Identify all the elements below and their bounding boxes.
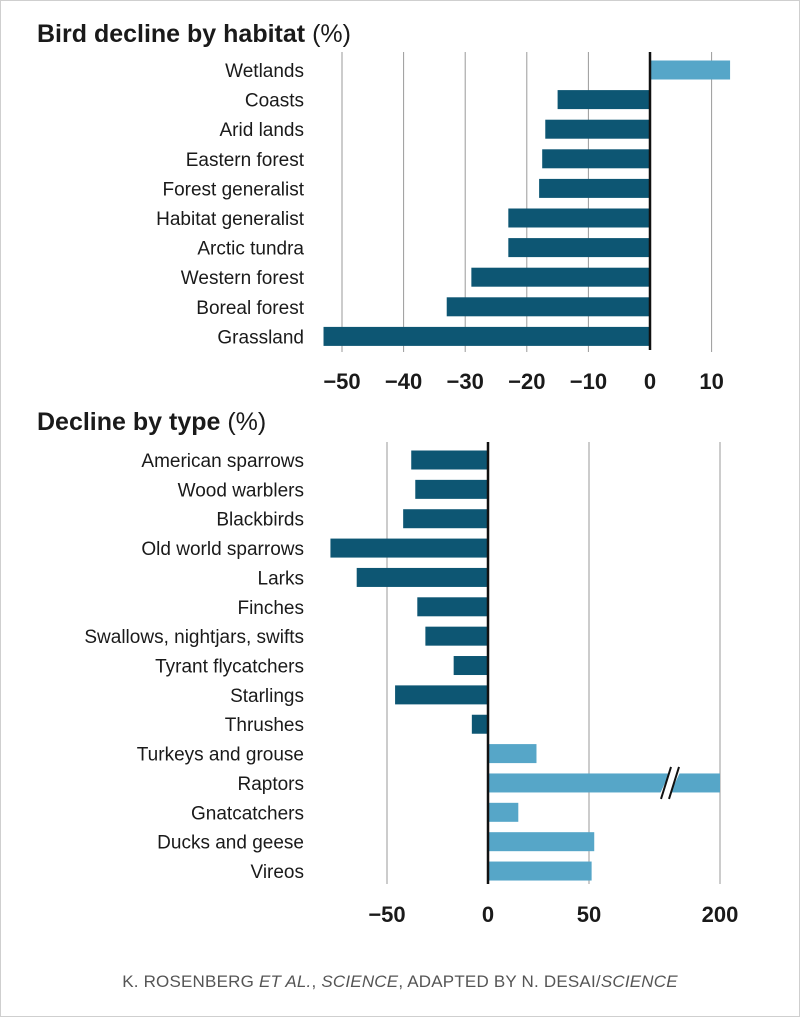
category-label-old-world-sparrows: Old world sparrows (141, 539, 304, 560)
bar-wetlands (650, 60, 731, 80)
bar-boreal-forest (446, 297, 650, 317)
chart-title-unit-2: (%) (227, 408, 266, 436)
axis-break-mark (660, 766, 672, 800)
x-tick-label: −20 (508, 369, 545, 394)
bar-ducks-and-geese (488, 832, 595, 852)
bar-blackbirds (403, 509, 488, 529)
x-tick-label: −50 (368, 902, 405, 927)
bar-western-forest (471, 267, 650, 287)
chart-canvas: Bird decline by habitat (%) Wetlands Coast… (37, 20, 739, 927)
category-label-arctic-tundra: Arctic tundra (197, 239, 304, 260)
category-label-western-forest: Western forest (181, 268, 305, 289)
credit-sep: , (311, 972, 322, 991)
source-credit: K. ROSENBERG ET AL., SCIENCE, ADAPTED BY… (0, 972, 800, 992)
category-label-raptors: Raptors (237, 774, 304, 795)
credit-adapter: , ADAPTED BY N. DESAI/ (398, 972, 601, 991)
x-tick-label: 200 (702, 902, 739, 927)
bar-gnatcatchers (488, 802, 519, 822)
category-label-tyrant-flycatchers: Tyrant flycatchers (155, 657, 304, 678)
x-tick-label: 0 (644, 369, 656, 394)
bar-finches (417, 597, 488, 617)
category-label-turkeys-and-grouse: Turkeys and grouse (137, 745, 304, 766)
bar-grassland (323, 326, 650, 346)
category-label-wood-warblers: Wood warblers (178, 480, 304, 501)
x-tick-label: −40 (385, 369, 422, 394)
chart-title-text-1: Bird decline by habitat (37, 20, 312, 48)
category-label-boreal-forest: Boreal forest (196, 298, 304, 319)
category-label-coasts: Coasts (245, 91, 304, 112)
category-label-larks: Larks (258, 568, 304, 589)
category-label-starlings: Starlings (230, 686, 304, 707)
credit-author: K. ROSENBERG (122, 972, 259, 991)
bar-wood-warblers (415, 479, 488, 499)
credit-journal: SCIENCE (321, 972, 399, 991)
category-label-forest-generalist: Forest generalist (162, 179, 304, 200)
x-tick-label: −30 (447, 369, 484, 394)
chart-title-1: Bird decline by habitat (%) (37, 20, 351, 48)
bar-tyrant-flycatchers (453, 656, 488, 676)
x-tick-label: −10 (570, 369, 607, 394)
chart-title-unit-1: (%) (312, 20, 351, 48)
bar-old-world-sparrows (330, 538, 488, 558)
category-label-vireos: Vireos (250, 862, 304, 883)
bar-starlings (395, 685, 488, 705)
bar-coasts (557, 90, 650, 110)
chart-title-text-2: Decline by type (37, 408, 227, 436)
bar-turkeys-and-grouse (488, 744, 537, 764)
axis-break-mark (668, 766, 680, 800)
credit-journal-2: SCIENCE (600, 972, 678, 991)
x-tick-label: −50 (323, 369, 360, 394)
bar-eastern-forest (542, 149, 650, 169)
bar-american-sparrows (411, 450, 488, 470)
category-label-thrushes: Thrushes (225, 715, 304, 736)
bar-vireos (488, 861, 592, 881)
x-tick-label: 50 (577, 902, 601, 927)
bar-arctic-tundra (508, 238, 650, 258)
category-label-ducks-and-geese: Ducks and geese (157, 833, 304, 854)
bar-raptors (488, 773, 720, 793)
x-tick-label: 10 (699, 369, 723, 394)
x-tick-label: 0 (482, 902, 494, 927)
category-label-finches: Finches (237, 598, 304, 619)
bar-arid-lands (545, 119, 650, 139)
bar-larks (356, 567, 488, 587)
bar-forest-generalist (539, 178, 650, 198)
category-label-blackbirds: Blackbirds (216, 510, 304, 531)
category-label-eastern-forest: Eastern forest (186, 150, 305, 171)
credit-etal: ET AL. (258, 972, 312, 991)
category-label-swallows-nightjars-swifts: Swallows, nightjars, swifts (84, 627, 304, 648)
bar-swallows-nightjars-swifts (425, 626, 488, 646)
category-label-arid-lands: Arid lands (220, 120, 305, 141)
category-label-wetlands: Wetlands (225, 61, 304, 82)
category-label-american-sparrows: American sparrows (141, 451, 304, 472)
category-label-gnatcatchers: Gnatcatchers (191, 803, 304, 824)
chart-title-2: Decline by type (%) (37, 408, 266, 436)
category-label-habitat-generalist: Habitat generalist (156, 209, 305, 230)
bar-habitat-generalist (508, 208, 650, 228)
bar-thrushes (471, 714, 488, 734)
category-label-grassland: Grassland (217, 327, 304, 348)
